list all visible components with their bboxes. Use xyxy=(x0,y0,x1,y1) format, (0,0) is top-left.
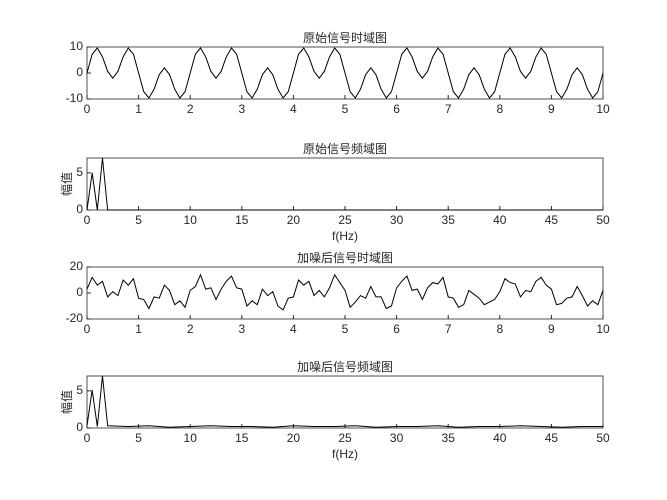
signal-line xyxy=(86,273,604,311)
subplot-title: 加噪后信号频域图 xyxy=(297,360,393,374)
x-tick-label: 20 xyxy=(287,431,301,445)
x-tick-label: 5 xyxy=(135,213,142,227)
x-tick-label: 25 xyxy=(338,213,352,227)
x-tick-label: 40 xyxy=(493,431,507,445)
signal-line xyxy=(86,375,603,428)
x-tick-label: 6 xyxy=(393,322,400,336)
y-tick-label: 0 xyxy=(76,202,83,216)
x-tick-label: 6 xyxy=(393,102,400,116)
x-tick-label: 2 xyxy=(187,102,194,116)
x-tick-label: 7 xyxy=(445,102,452,116)
y-tick-label: 5 xyxy=(76,165,83,179)
y-tick-label: 0 xyxy=(76,420,83,434)
x-tick-label: 25 xyxy=(338,431,352,445)
x-tick-label: 30 xyxy=(390,213,404,227)
subplot-title: 原始信号时域图 xyxy=(303,31,387,45)
x-tick-label: 9 xyxy=(548,322,555,336)
x-tick-label: 0 xyxy=(84,102,91,116)
x-tick-label: 3 xyxy=(238,102,245,116)
y-axis-label: 幅值 xyxy=(59,390,74,414)
x-tick-label: 7 xyxy=(445,322,452,336)
signal-line xyxy=(86,157,603,211)
y-tick-label: 0 xyxy=(76,285,83,299)
y-axis-label: 幅值 xyxy=(59,172,74,196)
y-tick-label: 20 xyxy=(70,259,84,273)
x-tick-label: 8 xyxy=(496,322,503,336)
x-tick-label: 20 xyxy=(287,213,301,227)
x-tick-label: 45 xyxy=(545,213,559,227)
x-tick-label: 10 xyxy=(184,213,198,227)
x-tick-label: 5 xyxy=(135,431,142,445)
x-tick-label: 4 xyxy=(290,102,297,116)
x-axis-label: f(Hz) xyxy=(332,447,358,461)
subplot-title: 原始信号频域图 xyxy=(303,142,387,156)
x-tick-label: 35 xyxy=(442,431,456,445)
x-tick-label: 35 xyxy=(442,213,456,227)
x-tick-label: 5 xyxy=(342,322,349,336)
x-tick-label: 10 xyxy=(596,322,610,336)
x-tick-label: 0 xyxy=(84,431,91,445)
y-tick-label: 5 xyxy=(76,383,83,397)
axes-box xyxy=(86,375,604,429)
y-tick-label: 0 xyxy=(76,65,83,79)
x-tick-label: 4 xyxy=(290,322,297,336)
x-tick-label: 2 xyxy=(187,322,194,336)
subplot-title: 加噪后信号时域图 xyxy=(297,251,393,265)
x-tick-label: 30 xyxy=(390,431,404,445)
x-tick-label: 40 xyxy=(493,213,507,227)
x-tick-label: 0 xyxy=(84,213,91,227)
x-tick-label: 5 xyxy=(342,102,349,116)
x-tick-label: 50 xyxy=(596,431,610,445)
y-tick-label: 10 xyxy=(70,39,84,53)
x-tick-label: 9 xyxy=(548,102,555,116)
x-tick-label: 15 xyxy=(235,213,249,227)
x-tick-label: 15 xyxy=(235,431,249,445)
axes-box xyxy=(86,266,604,320)
signal-line xyxy=(86,47,604,99)
x-tick-label: 1 xyxy=(135,322,142,336)
x-tick-label: 10 xyxy=(184,431,198,445)
x-tick-label: 50 xyxy=(596,213,610,227)
x-axis-label: f(Hz) xyxy=(332,229,358,243)
x-tick-label: 8 xyxy=(496,102,503,116)
x-tick-label: 45 xyxy=(545,431,559,445)
x-tick-label: 0 xyxy=(84,322,91,336)
y-tick-label: -20 xyxy=(66,311,84,325)
x-tick-label: 10 xyxy=(596,102,610,116)
x-tick-label: 3 xyxy=(238,322,245,336)
axes-box xyxy=(86,157,604,211)
y-tick-label: -10 xyxy=(66,91,84,105)
x-tick-label: 1 xyxy=(135,102,142,116)
